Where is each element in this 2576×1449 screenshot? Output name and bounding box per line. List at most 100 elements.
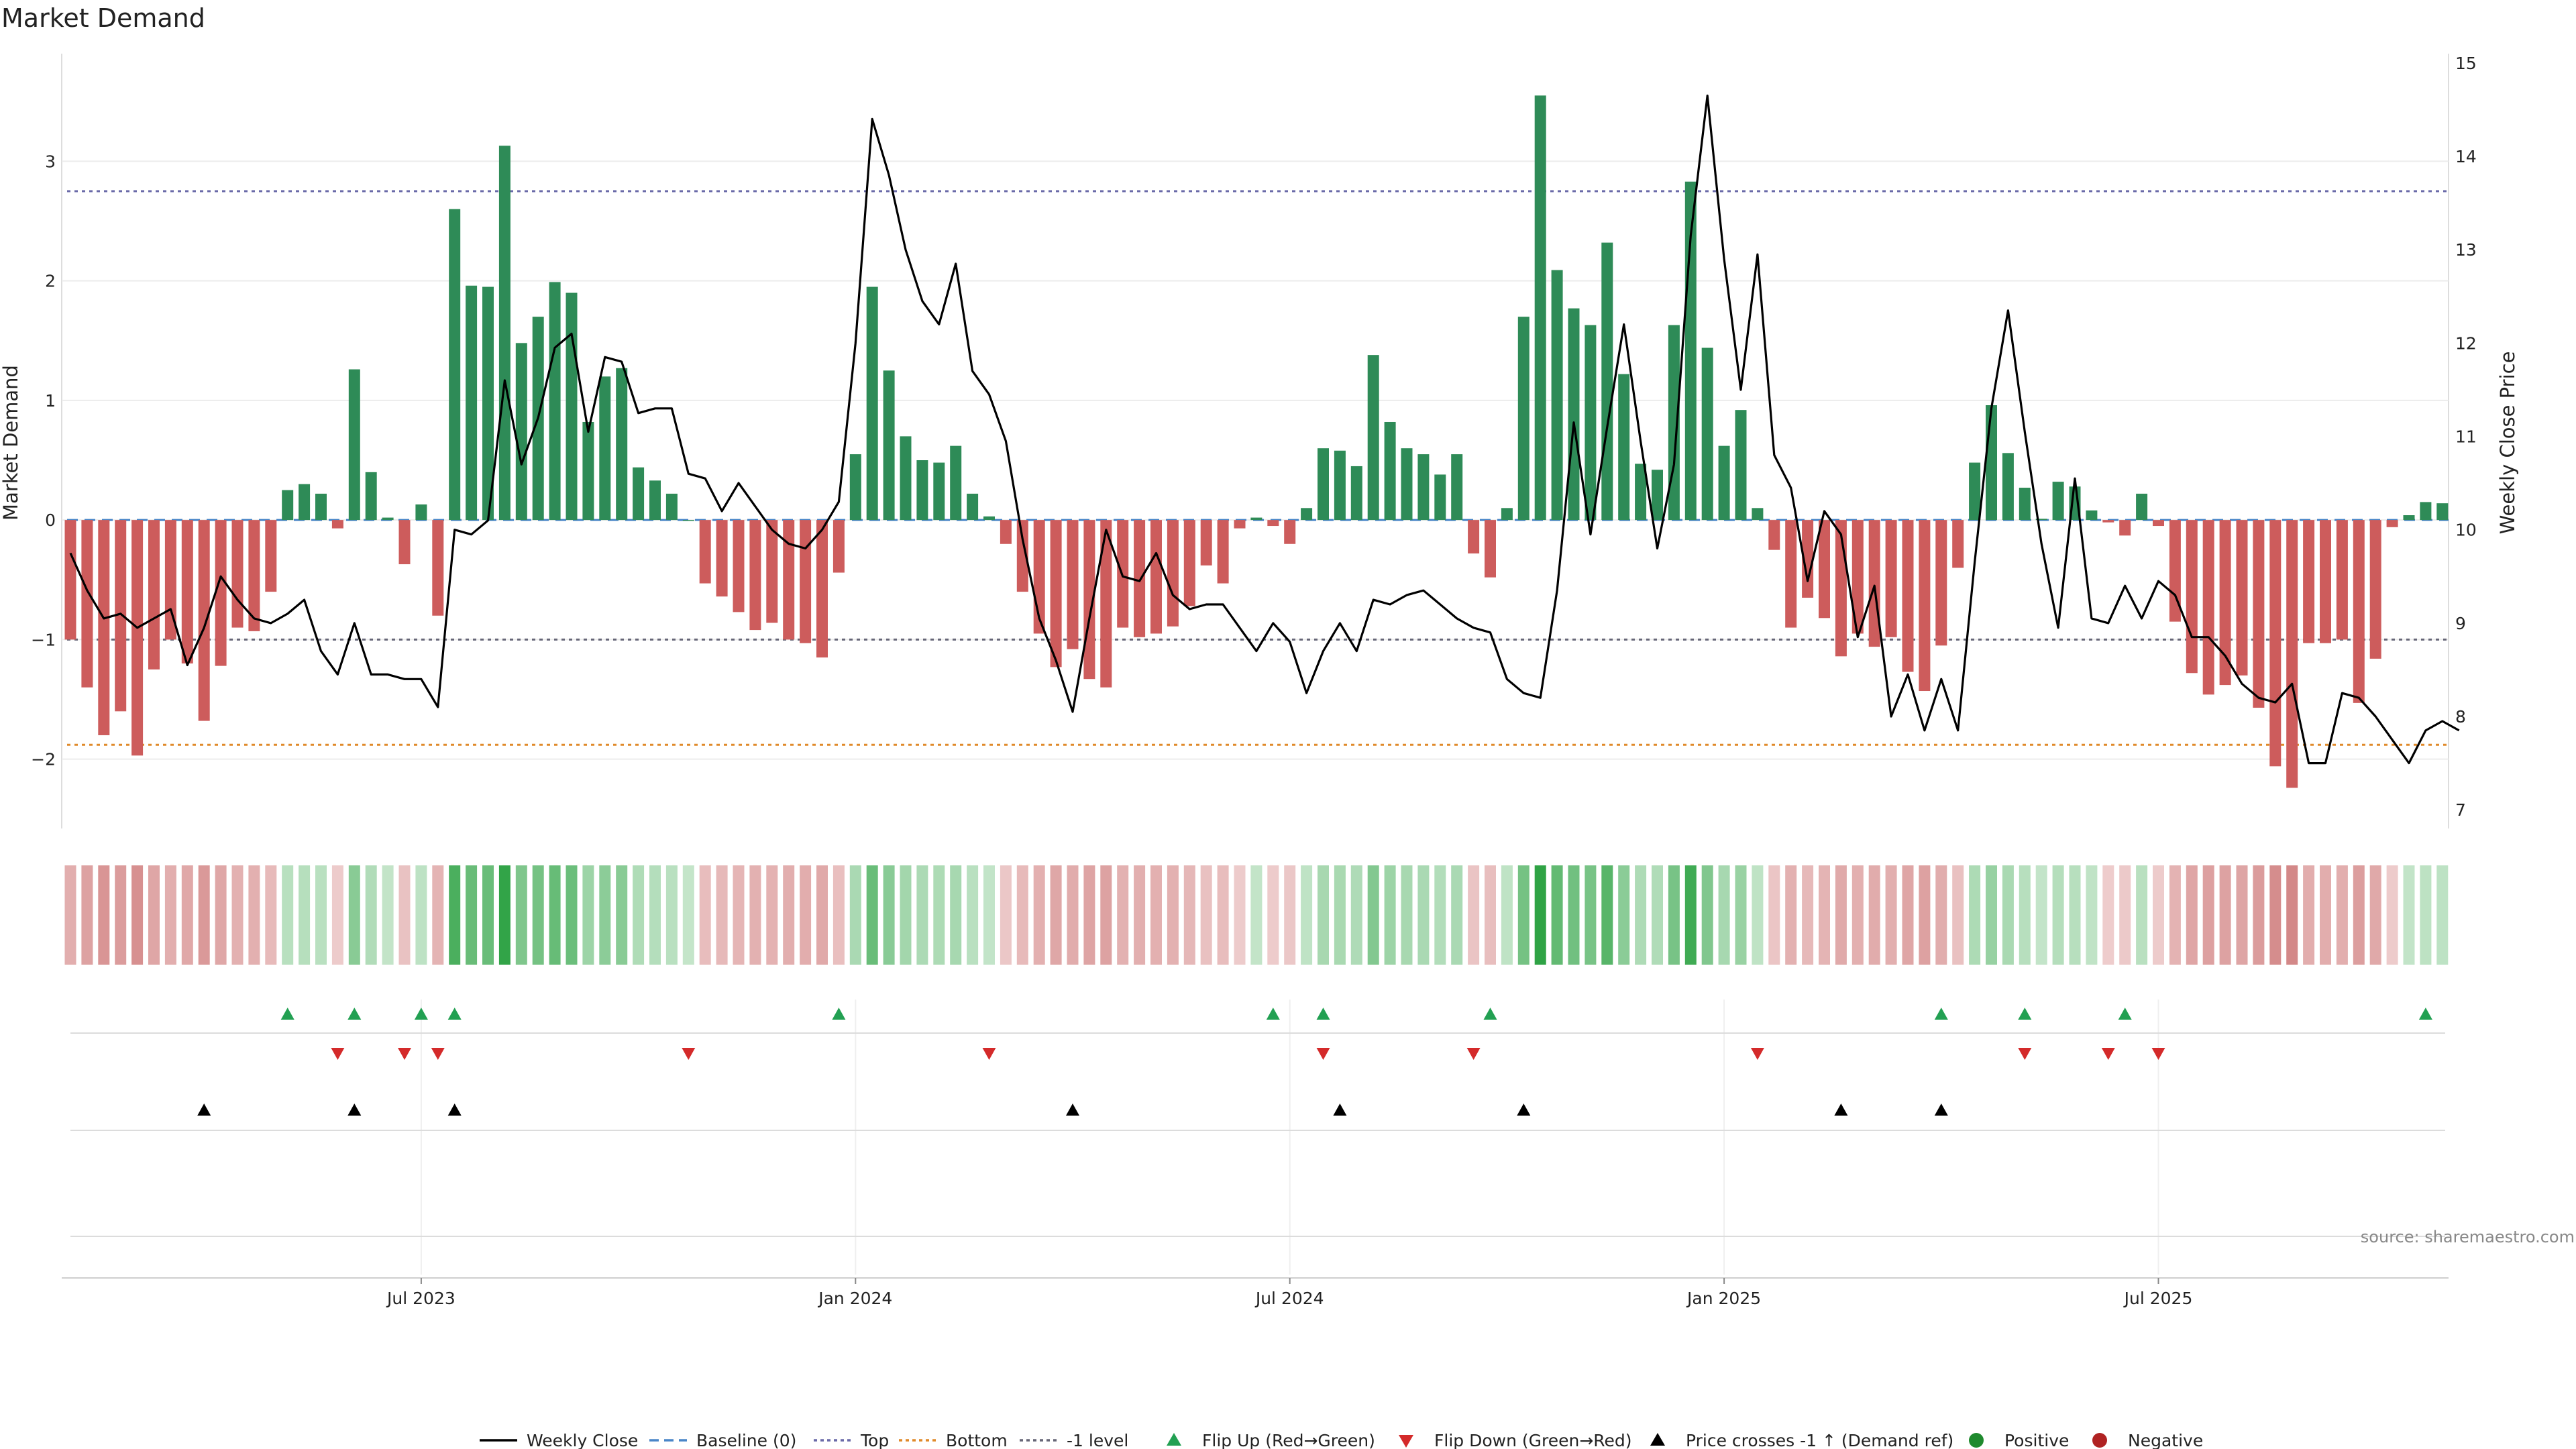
demand-bar [148, 520, 160, 669]
heat-cell [115, 865, 127, 965]
left-y-ticks: 3 2 1 0 −1 −2 [31, 152, 56, 769]
y2-tick-label: 13 [2455, 240, 2477, 260]
demand-bar [1969, 462, 1981, 521]
demand-bar [1401, 448, 1413, 521]
heat-cell [833, 865, 845, 965]
demand-bar [265, 520, 277, 592]
legend-label: Negative [2128, 1431, 2203, 1449]
demand-bar [2086, 510, 2098, 521]
demand-bar [1384, 421, 1396, 521]
heat-cell [699, 865, 711, 965]
x-tick-label: Jan 2024 [817, 1289, 892, 1308]
heat-cell [1768, 865, 1780, 965]
right-y-ticks: 15 14 13 12 11 10 9 8 7 [2455, 54, 2477, 820]
demand-bar [1618, 374, 1630, 521]
demand-bar [2102, 520, 2114, 523]
heat-cell [1835, 865, 1847, 965]
heat-cell [348, 865, 360, 965]
demand-bar [2119, 520, 2131, 536]
heat-cell [1033, 865, 1045, 965]
legend-label: Bottom [946, 1431, 1008, 1449]
demand-bar [2253, 520, 2265, 708]
heat-cell [315, 865, 327, 965]
price-cross-marker [447, 1104, 462, 1116]
flip-down-marker [1750, 1048, 1764, 1060]
heat-cell [2403, 865, 2415, 965]
x-tick-label: Jul 2023 [386, 1289, 455, 1308]
heat-cell [466, 865, 478, 965]
heat-cell [1952, 865, 1964, 965]
heat-cell [1919, 865, 1931, 965]
demand-bar [498, 146, 511, 521]
heat-cell [616, 865, 628, 965]
demand-bar [81, 520, 93, 688]
heat-cell [983, 865, 995, 965]
heat-cell [1601, 865, 1613, 965]
y2-tick-label: 12 [2455, 333, 2477, 353]
demand-bar [2320, 520, 2331, 643]
heat-cell [1183, 865, 1195, 965]
heat-cell [1468, 865, 1480, 965]
heat-cell [1000, 865, 1012, 965]
heat-cell [566, 865, 578, 965]
demand-bar [1802, 520, 1814, 598]
source-note: source: sharemaestro.com [2361, 1228, 2575, 1246]
heat-cell [866, 865, 878, 965]
flip-down-marker [682, 1048, 696, 1060]
demand-bar [98, 520, 110, 735]
demand-bar [1200, 520, 1212, 566]
heat-cell [2136, 865, 2148, 965]
heat-cell [1134, 865, 1146, 965]
heat-cell [64, 865, 76, 965]
heat-cell [181, 865, 193, 965]
legend-label: -1 level [1067, 1431, 1128, 1449]
flip-down-marker [2101, 1048, 2115, 1060]
demand-bar [115, 520, 127, 712]
y2-tick-label: 9 [2455, 614, 2466, 633]
heat-cell [1902, 865, 1914, 965]
heat-cell [2186, 865, 2198, 965]
flip-up-marker [2118, 1008, 2132, 1020]
heat-cell [1485, 865, 1496, 965]
price-cross-marker [197, 1104, 211, 1116]
heat-cell [1969, 865, 1981, 965]
heat-cell [1401, 865, 1413, 965]
demand-bar [1100, 520, 1112, 688]
legend-label: Flip Down (Green→Red) [1434, 1431, 1632, 1449]
heat-cell [849, 865, 861, 965]
heat-cell [2102, 865, 2114, 965]
heat-cell [665, 865, 678, 965]
demand-bar [933, 462, 945, 521]
demand-bar [699, 520, 711, 584]
demand-bar [616, 368, 628, 521]
price-cross-marker [1517, 1104, 1531, 1116]
demand-bar [900, 436, 912, 521]
demand-bar [633, 467, 645, 521]
demand-bar [231, 520, 244, 628]
demand-bar [2052, 482, 2064, 521]
flip-up-marker [1316, 1008, 1330, 1020]
flip-down-marker [1466, 1048, 1481, 1060]
demand-bar [1284, 520, 1296, 544]
demand-bar [1735, 410, 1747, 521]
demand-bar [1785, 520, 1797, 628]
heat-cell [1217, 865, 1229, 965]
heat-cell [2069, 865, 2081, 965]
demand-bar [449, 209, 461, 521]
heat-cell [1267, 865, 1279, 965]
demand-bars [64, 95, 2449, 788]
y-axis-label: Market Demand [0, 365, 22, 521]
heat-cell [398, 865, 411, 965]
demand-bar [2269, 520, 2282, 767]
heat-cell [1752, 865, 1764, 965]
demand-bar [1952, 520, 1964, 568]
demand-bar [2420, 502, 2432, 521]
demand-bar [582, 421, 594, 521]
x-axis-ticks: Jul 2023 Jan 2024 Jul 2024 Jan 2025 Jul 2025 [386, 1278, 2192, 1308]
heat-cell [733, 865, 745, 965]
demand-bar [2369, 520, 2381, 659]
demand-bar [382, 517, 394, 521]
legend: Weekly Close Baseline (0) Top Bottom -1 leve… [480, 1431, 2203, 1449]
demand-bar [181, 520, 193, 664]
demand-bar [2019, 488, 2031, 521]
